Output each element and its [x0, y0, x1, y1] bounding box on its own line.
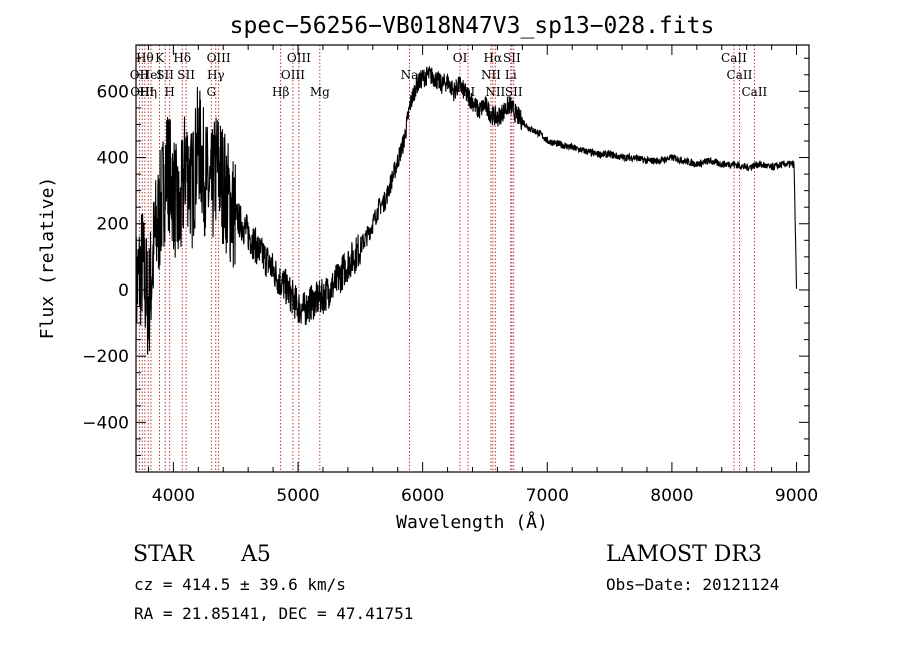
- line-label-5: K: [155, 51, 165, 65]
- line-label-18: OI: [453, 51, 468, 65]
- line-label-13: Hβ: [272, 85, 289, 99]
- y-tick-label-3: 200: [97, 215, 129, 235]
- line-label-3: Hη: [139, 85, 157, 99]
- line-label-12: OIII: [207, 51, 231, 65]
- spectral-line-markers: [138, 45, 755, 472]
- x-tick-label-2: 6000: [401, 486, 444, 506]
- line-label-19: OI: [461, 85, 476, 99]
- x-tick-label-1: 5000: [276, 486, 319, 506]
- object-class: STAR: [133, 542, 195, 567]
- redshift-velocity: cz = 414.5 ± 39.6 km/s: [134, 575, 346, 594]
- x-tick-label-0: 4000: [152, 486, 195, 506]
- sky-coordinates: RA = 21.85141, DEC = 47.41751: [134, 604, 413, 623]
- line-label-23: Li: [505, 68, 517, 82]
- observation-date: Obs−Date: 20121124: [606, 575, 779, 594]
- x-tick-label-4: 8000: [650, 486, 693, 506]
- y-tick-label-1: −200: [82, 347, 129, 367]
- y-tick-label-2: 0: [118, 281, 129, 301]
- y-axis-label: Flux (relative): [37, 177, 58, 340]
- line-label-20: NII: [481, 68, 501, 82]
- line-label-4: HeI: [140, 68, 163, 82]
- x-axis-label: Wavelength (Å): [396, 511, 548, 533]
- x-axis: 4000 5000 6000 7000 8000 9000: [147, 45, 818, 506]
- survey-name: LAMOST DR3: [606, 542, 762, 567]
- line-label-17: Na: [401, 68, 419, 82]
- line-label-27: CaII: [727, 68, 753, 82]
- y-tick-label-4: 400: [97, 149, 129, 169]
- line-label-21: Hα: [484, 51, 503, 65]
- line-label-7: H: [164, 85, 174, 99]
- spectral-line-labels: OIIOIIIHθHηHeIKSIIHHδSIIGHγOIIIHβOIIIOII…: [130, 51, 768, 99]
- line-label-6: SII: [156, 68, 174, 82]
- line-label-2: Hθ: [136, 51, 154, 65]
- object-subclass: A5: [240, 542, 271, 567]
- line-label-14: OIII: [281, 68, 305, 82]
- y-tick-label-5: 600: [97, 82, 129, 102]
- y-axis: −400 −200 0 200 400 600: [82, 57, 809, 456]
- line-label-15: OIII: [287, 51, 311, 65]
- spectrum-line: [135, 66, 798, 355]
- line-label-22: NII: [485, 85, 505, 99]
- line-label-9: SII: [177, 68, 195, 82]
- x-tick-label-5: 9000: [775, 486, 818, 506]
- line-label-10: G: [206, 85, 216, 99]
- line-label-26: CaII: [721, 51, 747, 65]
- x-tick-label-3: 7000: [526, 486, 569, 506]
- line-label-25: SII: [505, 85, 523, 99]
- y-tick-label-0: −400: [82, 413, 129, 433]
- line-label-0: OII: [130, 68, 150, 82]
- line-label-28: CaII: [741, 85, 767, 99]
- line-label-24: SII: [503, 51, 521, 65]
- line-label-8: Hδ: [173, 51, 191, 65]
- line-label-11: Hγ: [207, 68, 225, 82]
- line-label-16: Mg: [310, 85, 330, 99]
- line-label-1: OIII: [130, 85, 154, 99]
- chart-title: spec−56256−VB018N47V3_sp13−028.fits: [230, 13, 715, 39]
